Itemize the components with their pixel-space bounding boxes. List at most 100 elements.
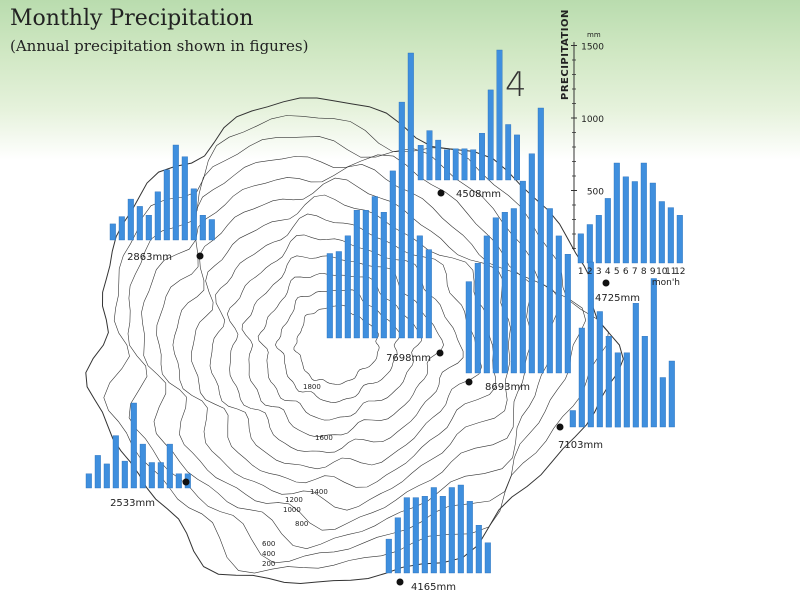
annual-total-label: 7103mm (558, 440, 603, 451)
precipitation-bar (604, 198, 611, 264)
precipitation-bar (112, 435, 119, 489)
chart-title: Monthly Precipitation (10, 6, 254, 31)
precipitation-bar (514, 134, 520, 181)
precipitation-bar (667, 207, 674, 264)
precipitation-bar (510, 208, 517, 374)
precipitation-bar (555, 235, 562, 374)
precipitation-bar (650, 278, 657, 428)
x-tick-label: 4 (605, 267, 611, 277)
station-bar-group (577, 162, 683, 264)
precipitation-bar (479, 132, 485, 181)
precipitation-bar (163, 169, 170, 241)
station-bar-group (569, 261, 675, 428)
precipitation-bar (632, 303, 639, 428)
precipitation-bar (380, 211, 387, 339)
precipitation-bar (136, 206, 143, 241)
precipitation-bar (595, 215, 602, 264)
contour-label: 1000 (283, 506, 301, 514)
precipitation-bar (148, 462, 155, 489)
precipitation-bar (641, 336, 648, 428)
station-marker (465, 378, 473, 386)
precipitation-bar (586, 224, 593, 264)
precipitation-bar (640, 162, 647, 264)
station-label-layer: 4508mm 2863mm 7698mm 8693mm 4725mm 7103mm 2533… (110, 189, 640, 593)
precipitation-bar (157, 462, 164, 489)
precipitation-bar (398, 101, 405, 339)
precipitation-bar (421, 496, 428, 574)
precipitation-bar (569, 410, 576, 428)
precipitation-bar (484, 542, 491, 574)
station-bar-group (385, 484, 491, 574)
contour-line (141, 154, 560, 550)
precipitation-bar (613, 162, 620, 264)
y-axis-title: PRECIPITATION (560, 9, 571, 100)
contour-label: 400 (262, 550, 275, 558)
precipitation-bar (154, 191, 161, 241)
precipitation-bar (587, 261, 594, 428)
x-tick-label: 11 (665, 267, 676, 277)
contour-label-group: 200 400 600 800 1000 1200 1400 1600 1800 (262, 383, 333, 568)
bar-chart-layer (85, 49, 683, 574)
precipitation-bar (385, 538, 392, 574)
station-marker (602, 279, 610, 287)
precipitation-bar (623, 352, 630, 428)
station-bar-group (85, 402, 191, 489)
handwritten-mark: 4 (505, 65, 527, 105)
precipitation-bar (578, 327, 585, 428)
precipitation-bar (564, 253, 571, 374)
precipitation-bar (335, 251, 342, 339)
precipitation-bar (394, 517, 401, 574)
precipitation-bar (139, 443, 146, 489)
precipitation-bar (362, 209, 369, 339)
precipitation-bar (208, 219, 215, 241)
station-marker (396, 578, 404, 586)
precipitation-bar (181, 156, 188, 241)
x-tick-label: 3 (596, 267, 602, 277)
precipitation-bar (452, 148, 459, 181)
precipitation-bar (326, 253, 333, 339)
precipitation-bar (416, 235, 423, 339)
precipitation-bar (353, 209, 360, 339)
precipitation-bar (519, 180, 526, 374)
station-marker (436, 349, 444, 357)
contour-label: 1400 (310, 488, 328, 496)
precipitation-bar (407, 52, 414, 339)
precipitation-bar (577, 233, 584, 264)
contour-label: 200 (262, 560, 275, 568)
precipitation-bar (190, 188, 197, 241)
contour-label: 600 (262, 540, 275, 548)
precipitation-bar (474, 263, 481, 374)
precipitation-bar (127, 198, 134, 241)
y-tick-label: 1500 (581, 43, 604, 53)
precipitation-bar (94, 455, 101, 489)
x-tick-label: 6 (623, 267, 629, 277)
precipitation-bar (676, 215, 683, 264)
precipitation-bar (505, 124, 512, 181)
precipitation-bar (659, 377, 666, 428)
contour-label: 800 (295, 520, 308, 528)
precipitation-bar (492, 217, 499, 374)
contour-label: 1800 (303, 383, 321, 391)
station-bar-group (465, 107, 571, 374)
precipitation-bar (465, 281, 472, 374)
precipitation-bar (166, 443, 173, 489)
precipitation-bar (403, 497, 410, 574)
y-axis: PRECIPITATION mm 500 1000 1500 (560, 9, 604, 250)
precipitation-bar (461, 148, 468, 181)
station-bar-group (109, 144, 215, 241)
x-tick-label: 7 (632, 267, 638, 277)
precipitation-bar (172, 144, 179, 241)
precipitation-bar (430, 487, 437, 574)
precipitation-bar (435, 139, 442, 181)
precipitation-bar (487, 89, 494, 181)
chart-subtitle: (Annual precipitation shown in figures) (10, 37, 309, 55)
precipitation-bar (457, 484, 464, 574)
x-tick-label: 8 (641, 267, 647, 277)
precipitation-bar (121, 460, 128, 489)
y-axis-unit: mm (587, 31, 601, 39)
precipitation-bar (631, 181, 638, 264)
precipitation-bar (344, 235, 351, 339)
